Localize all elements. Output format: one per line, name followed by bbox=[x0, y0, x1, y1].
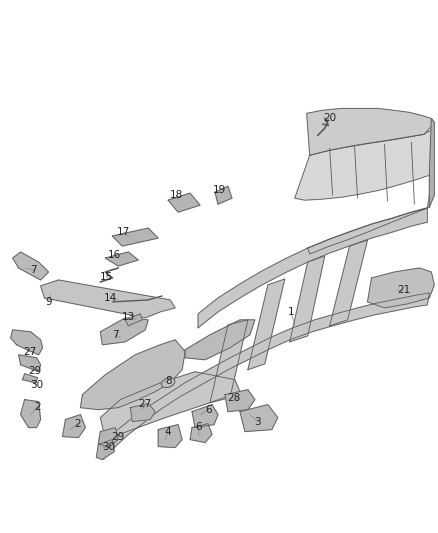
Polygon shape bbox=[168, 193, 200, 212]
Polygon shape bbox=[190, 424, 212, 442]
Text: 9: 9 bbox=[45, 297, 52, 307]
Polygon shape bbox=[125, 314, 142, 326]
Polygon shape bbox=[112, 228, 158, 246]
Text: 8: 8 bbox=[165, 376, 171, 386]
Text: 7: 7 bbox=[30, 265, 37, 275]
Text: 29: 29 bbox=[28, 366, 41, 376]
Text: 2: 2 bbox=[74, 418, 81, 429]
Polygon shape bbox=[192, 405, 218, 427]
Polygon shape bbox=[11, 330, 42, 355]
Text: 21: 21 bbox=[397, 285, 410, 295]
Polygon shape bbox=[295, 128, 434, 200]
Polygon shape bbox=[63, 415, 85, 438]
Text: 20: 20 bbox=[323, 114, 336, 123]
Text: 16: 16 bbox=[108, 250, 121, 260]
Text: 7: 7 bbox=[112, 330, 119, 340]
Text: 30: 30 bbox=[30, 379, 43, 390]
Text: 3: 3 bbox=[254, 417, 261, 426]
Text: 6: 6 bbox=[206, 405, 212, 415]
Text: 30: 30 bbox=[102, 441, 115, 451]
Polygon shape bbox=[210, 320, 248, 402]
Text: 27: 27 bbox=[23, 347, 36, 357]
Text: 13: 13 bbox=[122, 312, 135, 322]
Polygon shape bbox=[106, 252, 138, 266]
Polygon shape bbox=[158, 425, 182, 448]
Polygon shape bbox=[198, 208, 427, 328]
Text: 27: 27 bbox=[138, 399, 152, 409]
Polygon shape bbox=[13, 252, 49, 280]
Text: 17: 17 bbox=[117, 227, 130, 237]
Polygon shape bbox=[248, 279, 285, 370]
Polygon shape bbox=[103, 293, 429, 459]
Text: 2: 2 bbox=[34, 402, 41, 411]
Polygon shape bbox=[225, 390, 255, 411]
Polygon shape bbox=[81, 340, 185, 410]
Text: 19: 19 bbox=[212, 185, 226, 195]
Polygon shape bbox=[100, 318, 148, 345]
Polygon shape bbox=[429, 118, 434, 207]
Text: 18: 18 bbox=[170, 190, 183, 200]
Polygon shape bbox=[21, 400, 41, 427]
Polygon shape bbox=[23, 374, 38, 383]
Polygon shape bbox=[100, 372, 240, 440]
Text: 4: 4 bbox=[165, 426, 171, 437]
Polygon shape bbox=[19, 355, 41, 372]
Polygon shape bbox=[307, 108, 434, 155]
Text: 15: 15 bbox=[100, 272, 113, 282]
Polygon shape bbox=[240, 405, 278, 432]
Polygon shape bbox=[99, 427, 118, 448]
Polygon shape bbox=[130, 403, 155, 422]
Text: 1: 1 bbox=[287, 307, 294, 317]
Polygon shape bbox=[290, 256, 325, 342]
Polygon shape bbox=[96, 440, 114, 459]
Polygon shape bbox=[41, 280, 175, 318]
Polygon shape bbox=[215, 186, 232, 204]
Text: 29: 29 bbox=[112, 432, 125, 441]
Polygon shape bbox=[308, 195, 429, 254]
Text: 6: 6 bbox=[195, 422, 201, 432]
Ellipse shape bbox=[162, 378, 175, 387]
Polygon shape bbox=[330, 240, 367, 326]
Polygon shape bbox=[185, 320, 255, 360]
Text: 14: 14 bbox=[104, 293, 117, 303]
Polygon shape bbox=[367, 268, 434, 308]
Text: 28: 28 bbox=[227, 393, 240, 402]
